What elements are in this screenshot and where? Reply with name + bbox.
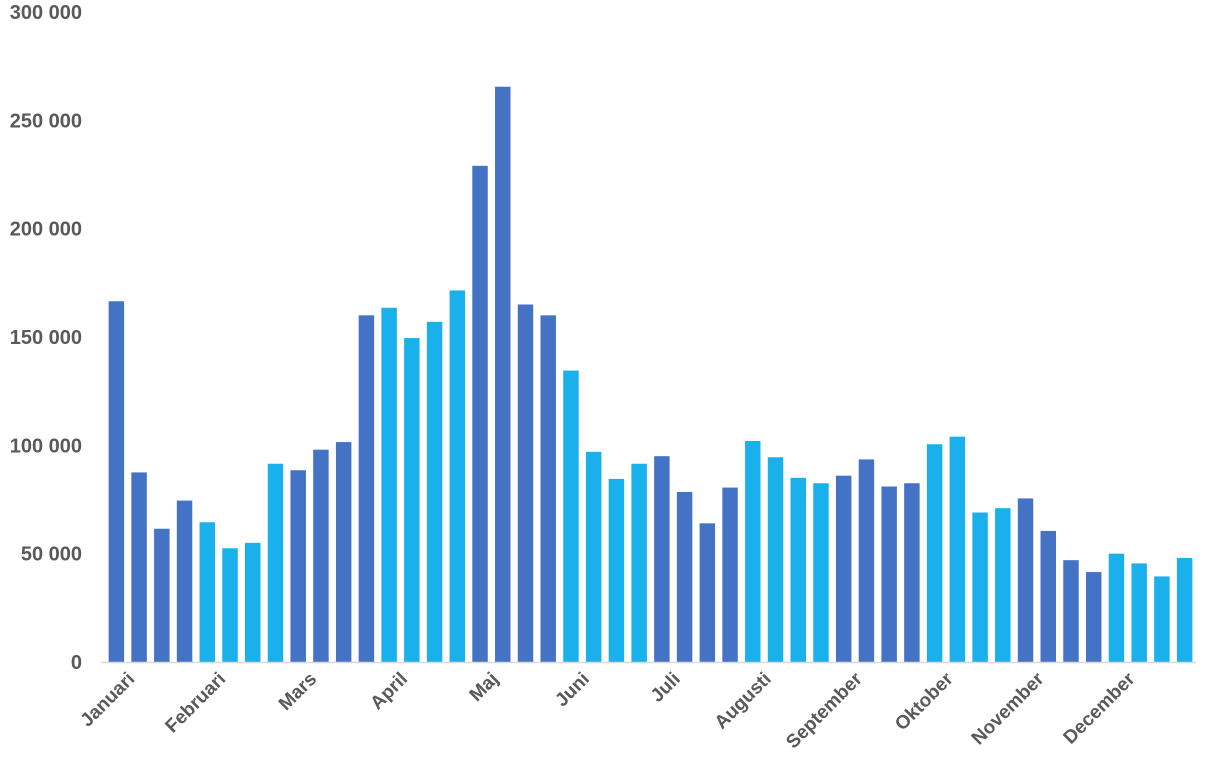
- bar: [517, 304, 534, 662]
- bar: [722, 487, 738, 662]
- bar: [767, 457, 784, 662]
- bar: [358, 315, 375, 662]
- bar: [676, 491, 693, 662]
- bar: [631, 463, 647, 662]
- bar: [1017, 498, 1034, 662]
- y-tick-label: 250 000: [10, 110, 82, 132]
- bar: [1154, 576, 1170, 662]
- x-axis: Januari Februari Mars April Maj Juni Juli Augus…: [77, 668, 1140, 753]
- bar: [926, 444, 943, 662]
- bar: [1108, 553, 1125, 662]
- bar: [904, 483, 920, 662]
- y-tick-label: 50 000: [21, 544, 82, 566]
- bar: [699, 523, 716, 662]
- y-tick-label: 100 000: [10, 435, 82, 457]
- bar: [1063, 560, 1079, 662]
- bar: [1131, 563, 1147, 662]
- bar: [585, 451, 602, 662]
- x-tick-label: December: [1060, 668, 1140, 748]
- bar: [199, 522, 216, 662]
- y-tick-label: 200 000: [10, 219, 82, 241]
- x-tick-label: Januari: [77, 669, 140, 732]
- y-tick-label: 300 000: [10, 2, 82, 24]
- y-axis: 0 50 000 100 000 150 000 200 000 250 000 300 0…: [10, 2, 82, 674]
- x-tick-label: April: [367, 669, 412, 714]
- bar: [313, 449, 329, 662]
- bar: [813, 483, 829, 662]
- bar: [108, 301, 125, 662]
- bar: [426, 321, 443, 662]
- bar: [290, 470, 306, 662]
- x-tick-label: September: [782, 668, 867, 753]
- bar: [881, 486, 897, 662]
- bar: [404, 338, 420, 662]
- bar: [472, 165, 488, 662]
- bar: [1176, 558, 1193, 662]
- bar: [563, 370, 579, 662]
- bar: [176, 500, 193, 662]
- bar: [972, 512, 988, 662]
- x-tick-label: Juni: [551, 669, 593, 711]
- bar: [654, 456, 670, 662]
- bar: [790, 477, 806, 662]
- x-tick-label: Juli: [647, 669, 685, 707]
- bars: [108, 86, 1193, 662]
- y-tick-label: 150 000: [10, 327, 82, 349]
- x-tick-label: Februari: [162, 669, 231, 738]
- bar: [449, 290, 466, 662]
- x-tick-label: Augusti: [711, 669, 776, 734]
- bar: [608, 478, 625, 662]
- x-tick-label: Oktober: [891, 668, 958, 735]
- bar: [949, 436, 966, 662]
- bar: [1040, 530, 1056, 662]
- x-tick-label: Mars: [275, 669, 321, 715]
- bar: [1085, 572, 1102, 662]
- x-tick-label: Maj: [466, 669, 503, 706]
- bar: [381, 307, 397, 662]
- bar: [267, 463, 284, 662]
- bar: [995, 508, 1011, 662]
- bar: [835, 475, 852, 662]
- bar: [495, 86, 511, 662]
- y-tick-label: 0: [71, 652, 82, 674]
- x-tick-label: November: [968, 668, 1049, 749]
- bar: [335, 442, 352, 662]
- bar: [858, 459, 875, 662]
- bar: [245, 542, 261, 662]
- bar: [222, 548, 238, 662]
- bar: [745, 441, 761, 662]
- bar: [540, 315, 556, 662]
- bar: [131, 472, 147, 662]
- bar: [154, 528, 170, 662]
